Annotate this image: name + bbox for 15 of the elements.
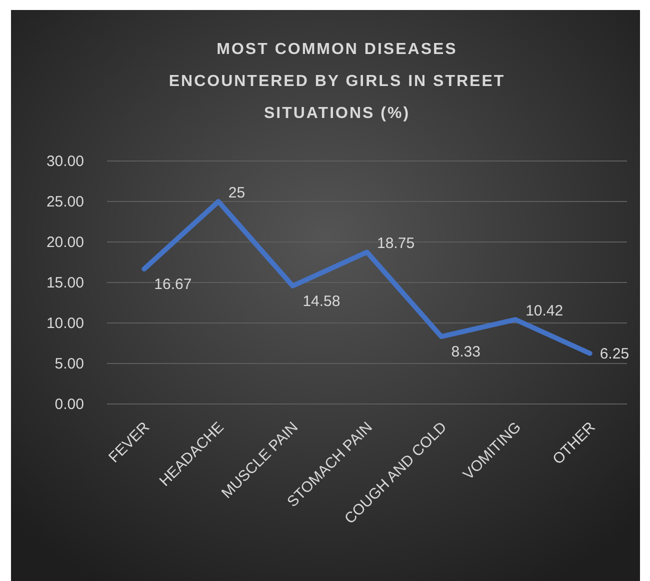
data-label: 8.33 [451,344,480,361]
data-label: 6.25 [600,345,630,362]
y-tick-label: 30.00 [46,153,84,170]
y-tick-label: 5.00 [54,356,84,372]
data-label: 14.58 [302,292,340,310]
y-tick-label: 20.00 [46,234,84,251]
data-label: 16.67 [154,276,192,293]
data-label: 10.42 [526,302,564,320]
y-tick-label: 25.00 [46,194,84,210]
y-tick-label: 0.00 [54,396,84,413]
data-label: 25 [228,184,246,202]
data-label: 18.75 [377,235,415,252]
y-tick-label: 10.00 [46,315,84,332]
y-tick-label: 15.00 [46,274,84,292]
chart-title: MOST COMMON DISEASES ENCOUNTERED BY GIRLS IN STREET SITUATIONS (%) [168,41,506,122]
